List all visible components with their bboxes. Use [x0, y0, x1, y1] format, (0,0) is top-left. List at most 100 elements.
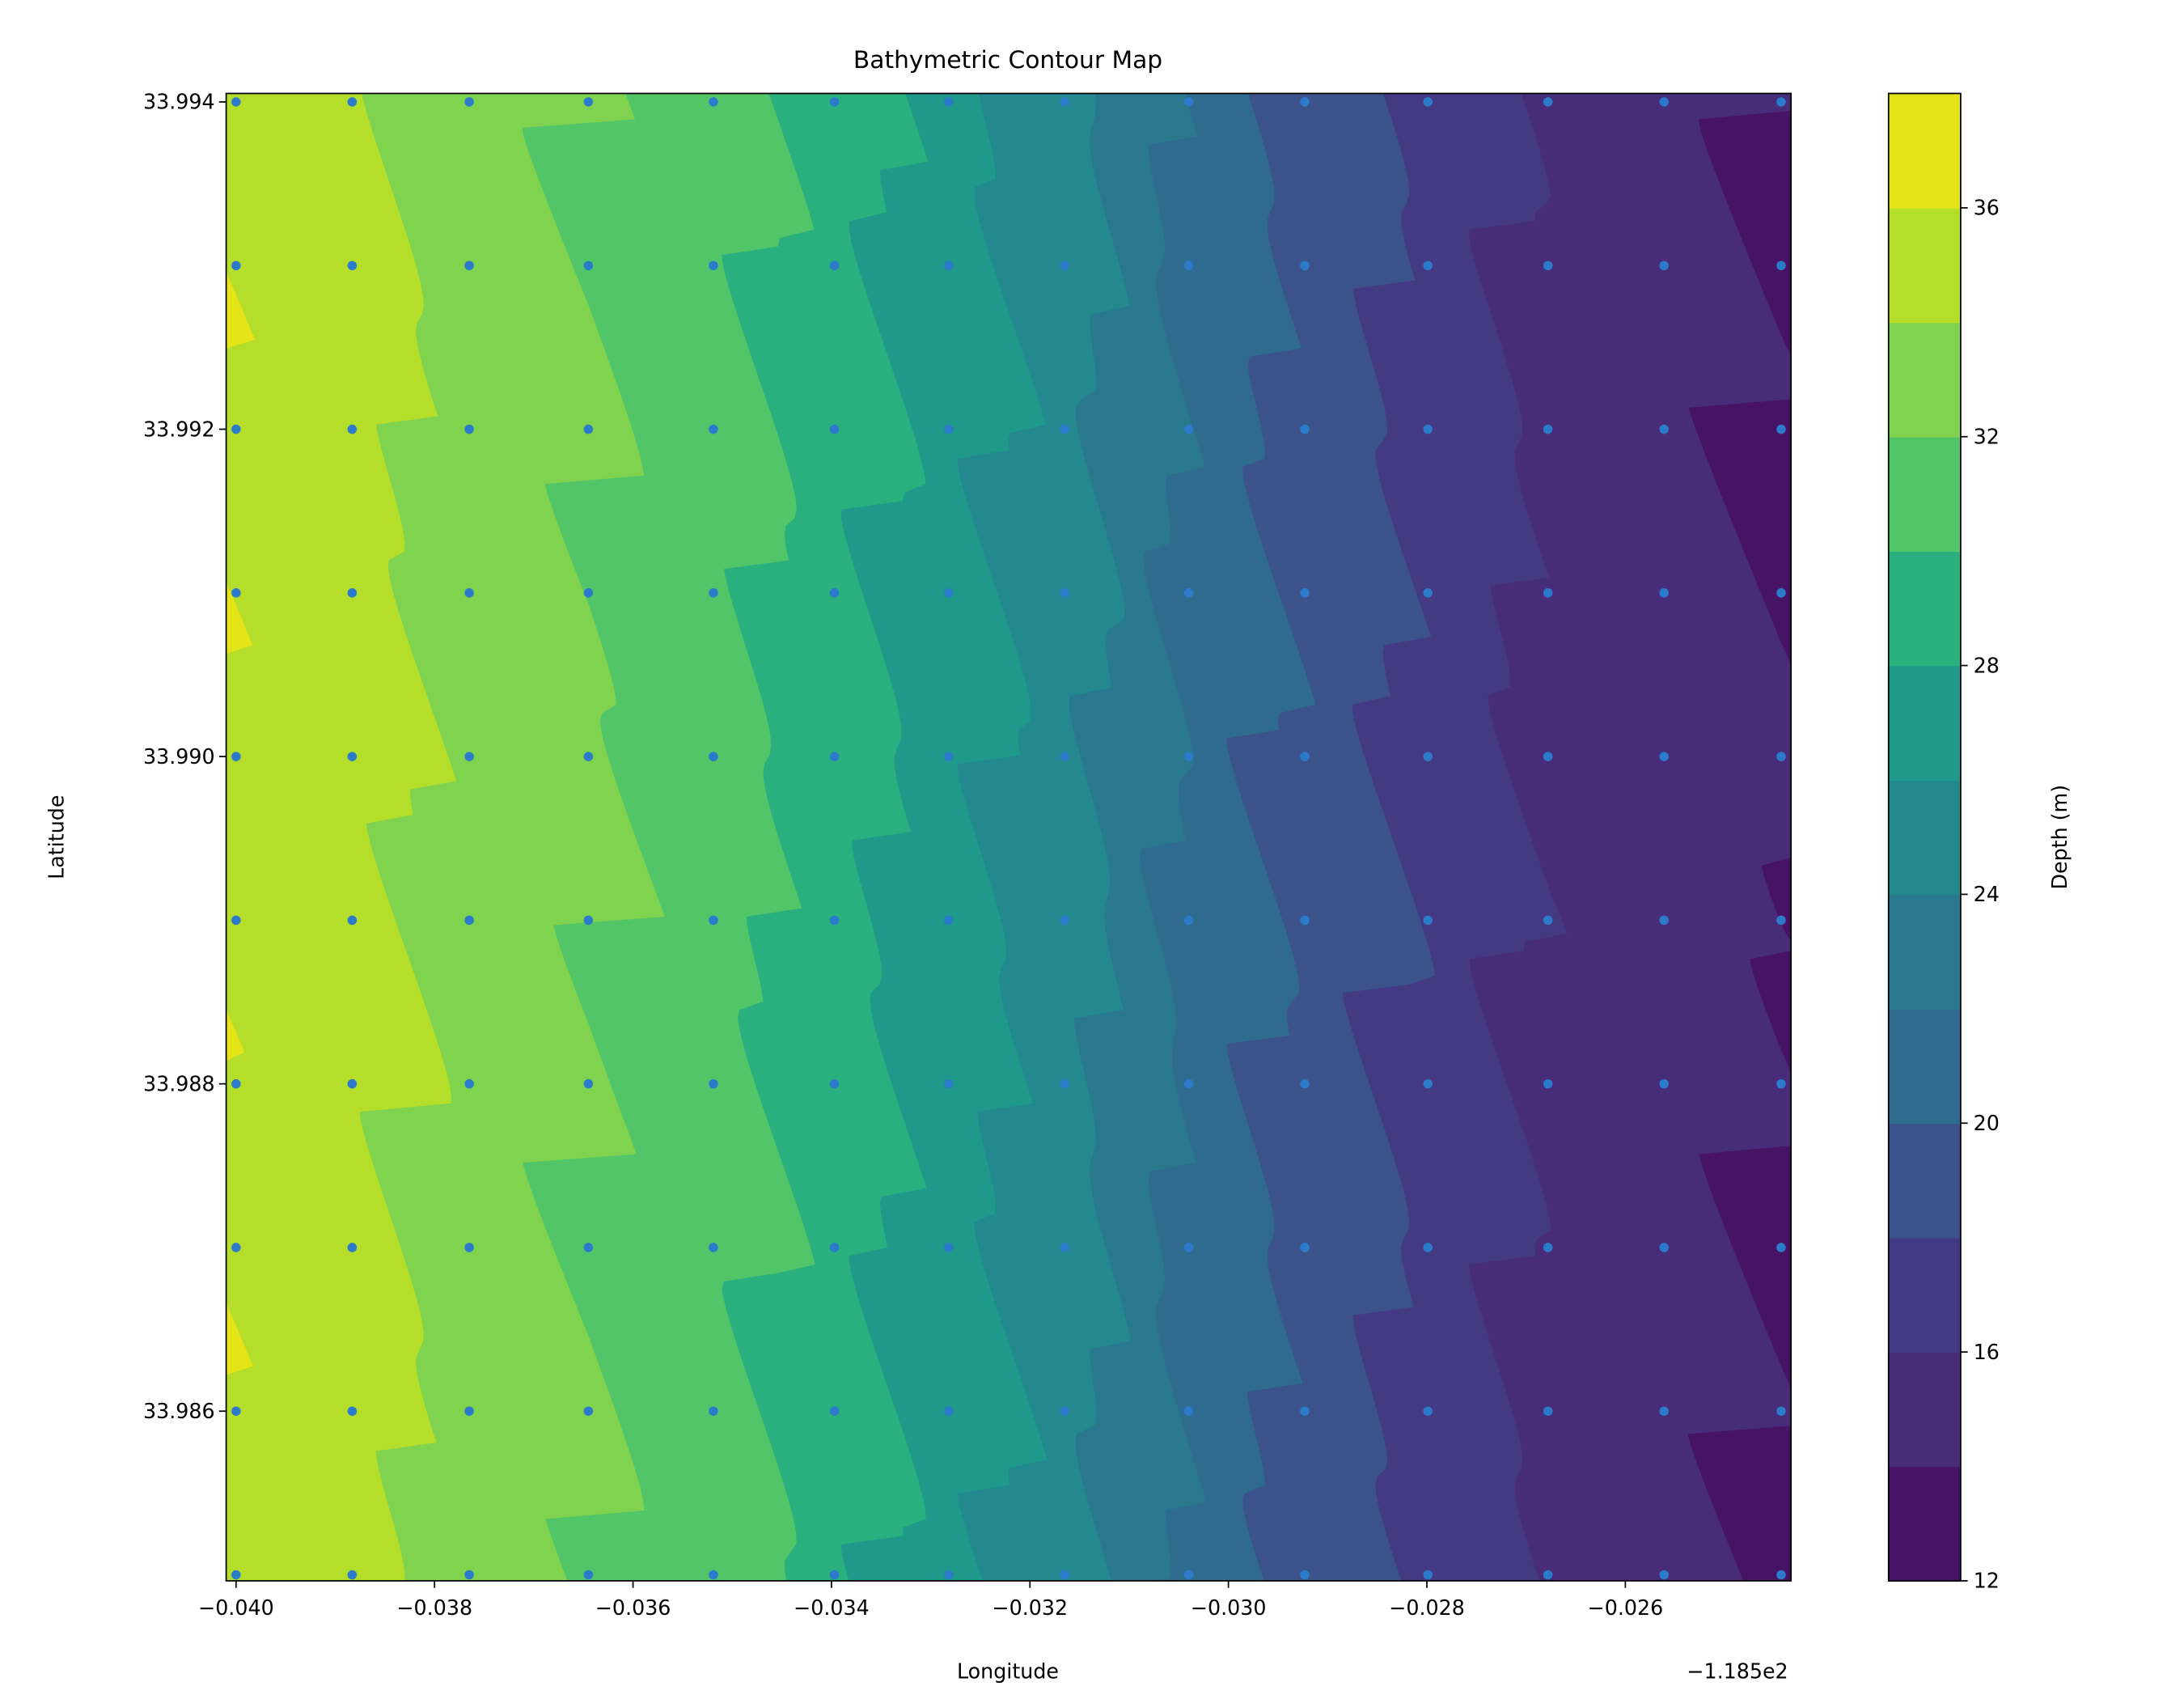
sample-point [829, 1406, 840, 1416]
chart-title: Bathymetric Contour Map [853, 46, 1162, 74]
contour-bands [226, 92, 1792, 1582]
sample-point [1776, 424, 1786, 434]
sample-point [464, 1570, 474, 1580]
sample-point [231, 588, 241, 598]
sample-point [943, 97, 954, 107]
x-axis-label: Longitude [957, 1659, 1059, 1684]
sample-point [1659, 97, 1669, 107]
colorbar-segment-12 [1888, 1466, 1961, 1582]
sample-point [1183, 1406, 1194, 1416]
sample-point [583, 752, 594, 761]
sample-point [347, 915, 358, 926]
sample-point [347, 1406, 358, 1416]
colorbar-label: Depth (m) [2047, 785, 2072, 890]
sample-point [709, 261, 718, 271]
sample-point [231, 1078, 241, 1089]
sample-point [829, 1243, 840, 1252]
colorbar-segment-14 [1888, 1352, 1961, 1468]
sample-point [943, 261, 954, 271]
x-tick-label: −0.038 [396, 1595, 472, 1620]
sample-point [1776, 261, 1786, 271]
sample-point [1183, 1570, 1194, 1580]
sample-point [583, 915, 594, 926]
sample-point [583, 97, 594, 107]
sample-point [1060, 752, 1069, 761]
x-tick-label: −0.036 [595, 1595, 671, 1620]
x-tick-label: −0.028 [1389, 1595, 1465, 1620]
sample-point [583, 424, 594, 434]
colorbar-segment-16 [1888, 1237, 1961, 1353]
sample-point [231, 1570, 241, 1580]
colorbar-tick-label: 12 [1974, 1569, 2000, 1593]
sample-point [1776, 588, 1786, 598]
sample-point [1776, 915, 1786, 926]
sample-point [709, 1406, 718, 1416]
colorbar-segment-30 [1888, 436, 1961, 553]
sample-point [231, 1406, 241, 1416]
sample-point [709, 1570, 718, 1580]
sample-point [1183, 1078, 1194, 1089]
sample-point [1183, 1243, 1194, 1252]
sample-point [1776, 752, 1786, 761]
sample-point [709, 1078, 718, 1089]
sample-point [231, 915, 241, 926]
sample-point [1543, 1406, 1553, 1416]
sample-point [943, 1570, 954, 1580]
sample-point [1060, 1078, 1069, 1089]
sample-point [1183, 915, 1194, 926]
sample-point [231, 424, 241, 434]
sample-point [464, 1243, 474, 1252]
colorbar-tick-label: 16 [1974, 1340, 2000, 1364]
sample-point [1300, 915, 1310, 926]
colorbar-ticks: 12 16 20 24 28 32 36 [1960, 196, 2000, 1593]
y-tick-label: 33.988 [143, 1071, 215, 1095]
sample-point [1659, 1406, 1669, 1416]
sample-point [1300, 97, 1310, 107]
sample-point [1423, 1570, 1433, 1580]
sample-point [1300, 261, 1310, 271]
y-tick-label: 33.986 [143, 1399, 215, 1423]
sample-point [709, 752, 718, 761]
sample-point [1060, 261, 1069, 271]
sample-point [829, 424, 840, 434]
colorbar-segment-36 [1888, 93, 1961, 209]
sample-point [464, 752, 474, 761]
sample-point [231, 97, 241, 107]
sample-point [1659, 588, 1669, 598]
sample-point [231, 1243, 241, 1252]
sample-point [1423, 1406, 1433, 1416]
sample-point [1659, 915, 1669, 926]
sample-point [943, 915, 954, 926]
sample-point [1659, 1570, 1669, 1580]
y-axis: 33.994 33.992 33.990 33.988 33.986 [143, 90, 226, 1423]
sample-point [829, 588, 840, 598]
sample-point [1060, 1570, 1069, 1580]
sample-point [1659, 1078, 1669, 1089]
sample-point [347, 97, 358, 107]
sample-point [1659, 424, 1669, 434]
sample-point [1060, 424, 1069, 434]
sample-point [1659, 1243, 1669, 1252]
sample-point [943, 1243, 954, 1252]
sample-point [347, 752, 358, 761]
sample-point [583, 1406, 594, 1416]
sample-point [1543, 588, 1553, 598]
sample-point [1300, 1243, 1310, 1252]
sample-point [1300, 588, 1310, 598]
sample-point [943, 752, 954, 761]
sample-point [1300, 1078, 1310, 1089]
sample-point [709, 424, 718, 434]
sample-point [1183, 261, 1194, 271]
x-tick-label: −0.040 [198, 1595, 274, 1620]
sample-point [1543, 1078, 1553, 1089]
colorbar-segment-26 [1888, 665, 1961, 781]
sample-point [231, 261, 241, 271]
colorbar-segment-20 [1888, 1008, 1961, 1125]
sample-point [231, 752, 241, 761]
sample-point [709, 588, 718, 598]
sample-point [709, 915, 718, 926]
colorbar-tick-label: 20 [1974, 1111, 2000, 1135]
sample-point [347, 261, 358, 271]
sample-point [1060, 588, 1069, 598]
